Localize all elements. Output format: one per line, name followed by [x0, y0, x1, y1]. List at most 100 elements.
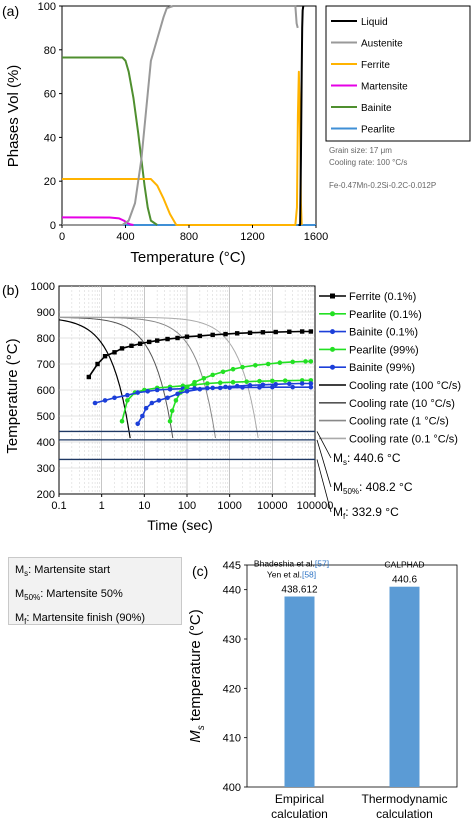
legend-marker	[330, 311, 335, 317]
legend-label: Cooling rate (10 °C/s)	[349, 398, 455, 410]
y-tick-label: 440	[223, 585, 241, 597]
data-point-square	[95, 361, 100, 367]
martensite-label: Ms: 440.6 °C	[333, 451, 401, 467]
category-label: Thermodynamic	[361, 792, 447, 806]
bar-0	[284, 596, 315, 787]
data-point-circle	[125, 398, 130, 403]
martensite-definitions-box: Ms: Martensite start M50%: Martensite 50…	[8, 557, 182, 627]
panel-b-y-axis-label: Temperature (°C)	[4, 338, 21, 453]
data-point-circle	[167, 386, 173, 392]
data-point-circle	[192, 379, 197, 385]
panel-a-x-axis-label: Temperature (°C)	[130, 249, 245, 266]
label-symbol: M	[333, 451, 343, 465]
bar-annotation: Yen et al.[58]	[267, 570, 316, 580]
legend-label: Cooling rate (0.1 °C/s)	[349, 433, 458, 445]
legend-label: Bainite (99%)	[349, 362, 415, 374]
data-point-circle	[201, 376, 207, 381]
legend-marker	[330, 346, 335, 352]
y-tick-label: 800	[37, 333, 55, 345]
data-point-square	[308, 329, 314, 334]
data-point-circle	[247, 383, 253, 388]
data-point-circle	[167, 418, 173, 424]
legend-label: Cooling rate (100 °C/s)	[349, 380, 461, 392]
data-point-circle	[210, 372, 215, 378]
panel-b-cooling-curves	[58, 316, 259, 439]
data-point-circle	[145, 389, 151, 394]
data-point-circle	[125, 392, 130, 398]
data-point-circle	[308, 384, 314, 390]
note-m50: M50%: Martensite 50%	[15, 588, 123, 603]
data-point-square	[119, 346, 125, 351]
y-tick-label: 700	[37, 359, 55, 371]
x-tick-label: 10	[138, 500, 150, 512]
annotation-text: Yen et al.	[267, 570, 302, 580]
transformation-line	[88, 330, 311, 378]
panel-a-x-ticks: 0 400 800 1200 1600	[59, 225, 328, 243]
data-point-circle	[308, 381, 314, 386]
panel-c-y-ticks: 400 410 420 430 440 445	[223, 560, 247, 794]
x-tick-label: 1600	[304, 231, 328, 243]
data-point-circle	[244, 379, 249, 384]
panel-b-cct-diagram: (b) 0.1 1 10 100 1000 10000 100000 200 300 400 50…	[2, 281, 461, 533]
data-point-square	[299, 329, 305, 334]
data-point-circle	[165, 395, 170, 401]
data-point-circle	[220, 369, 226, 375]
panel-a-series	[61, 5, 316, 226]
series-line-ferrite	[62, 70, 303, 226]
panel-b-transformation-curves	[86, 329, 314, 427]
data-point-circle	[169, 408, 175, 414]
data-point-circle	[234, 383, 240, 389]
x-tick-label: 0.1	[51, 500, 66, 512]
series-line-liquid	[298, 5, 305, 226]
data-point-square	[146, 339, 152, 345]
data-point-circle	[149, 400, 155, 406]
y-tick-label: 430	[223, 634, 241, 646]
legend-label-austenite: Austenite	[361, 39, 403, 50]
y-tick-label: 900	[37, 307, 55, 319]
data-point-circle	[119, 418, 125, 424]
y-tick-label: 80	[44, 45, 56, 57]
x-tick-label: 100000	[297, 500, 334, 512]
legend-label: Ferrite (0.1%)	[349, 291, 416, 303]
data-point-square	[165, 336, 170, 342]
data-point-circle	[240, 364, 245, 370]
legend-marker	[330, 293, 335, 299]
martensite-label: M50%: 408.2 °C	[333, 480, 413, 496]
panel-a-grain-size-note: Grain size: 17 μm	[329, 146, 392, 155]
y-tick-label: 40	[44, 132, 56, 144]
legend-label-bainite: Bainite	[361, 103, 392, 114]
data-point-circle	[290, 359, 295, 365]
bar-1	[389, 586, 420, 787]
data-point-circle	[140, 413, 145, 419]
data-point-circle	[217, 380, 223, 386]
data-point-circle	[135, 421, 141, 427]
data-point-circle	[257, 378, 262, 384]
y-tick-label: 445	[223, 560, 241, 572]
panel-b-martensite-lines	[59, 430, 315, 461]
data-point-circle	[184, 389, 190, 394]
legend-label: Bainite (0.1%)	[349, 327, 418, 339]
data-point-circle	[184, 385, 190, 390]
panel-a-y-ticks: 0 20 40 60 80 100	[38, 1, 62, 232]
note-ms: Ms: Martensite start	[15, 564, 111, 579]
legend-label: Pearlite (0.1%)	[349, 309, 422, 321]
data-point-circle	[230, 379, 236, 385]
panel-a-cooling-rate-note: Cooling rate: 100 °C/s	[329, 158, 407, 167]
panel-c-label: (c)	[192, 563, 208, 579]
data-point-square	[273, 329, 278, 335]
data-point-circle	[257, 385, 262, 390]
legend-label: Pearlite (99%)	[349, 344, 419, 356]
panel-c-plot-area	[246, 564, 458, 788]
series-line-bainite	[62, 56, 158, 226]
y-tick-label: 100	[38, 1, 56, 13]
data-point-circle	[270, 384, 275, 390]
annotation-text: CALPHAD	[384, 560, 424, 570]
bar-annotation: Bhadeshia et al.[57]	[254, 559, 329, 569]
legend-label-ferrite: Ferrite	[361, 60, 390, 71]
data-point-square	[197, 333, 203, 339]
category-label: calculation	[376, 807, 433, 821]
data-point-square	[175, 335, 180, 341]
y-tick-label: 600	[37, 385, 55, 397]
data-point-square	[260, 330, 266, 335]
series-line-martensite	[61, 216, 134, 226]
